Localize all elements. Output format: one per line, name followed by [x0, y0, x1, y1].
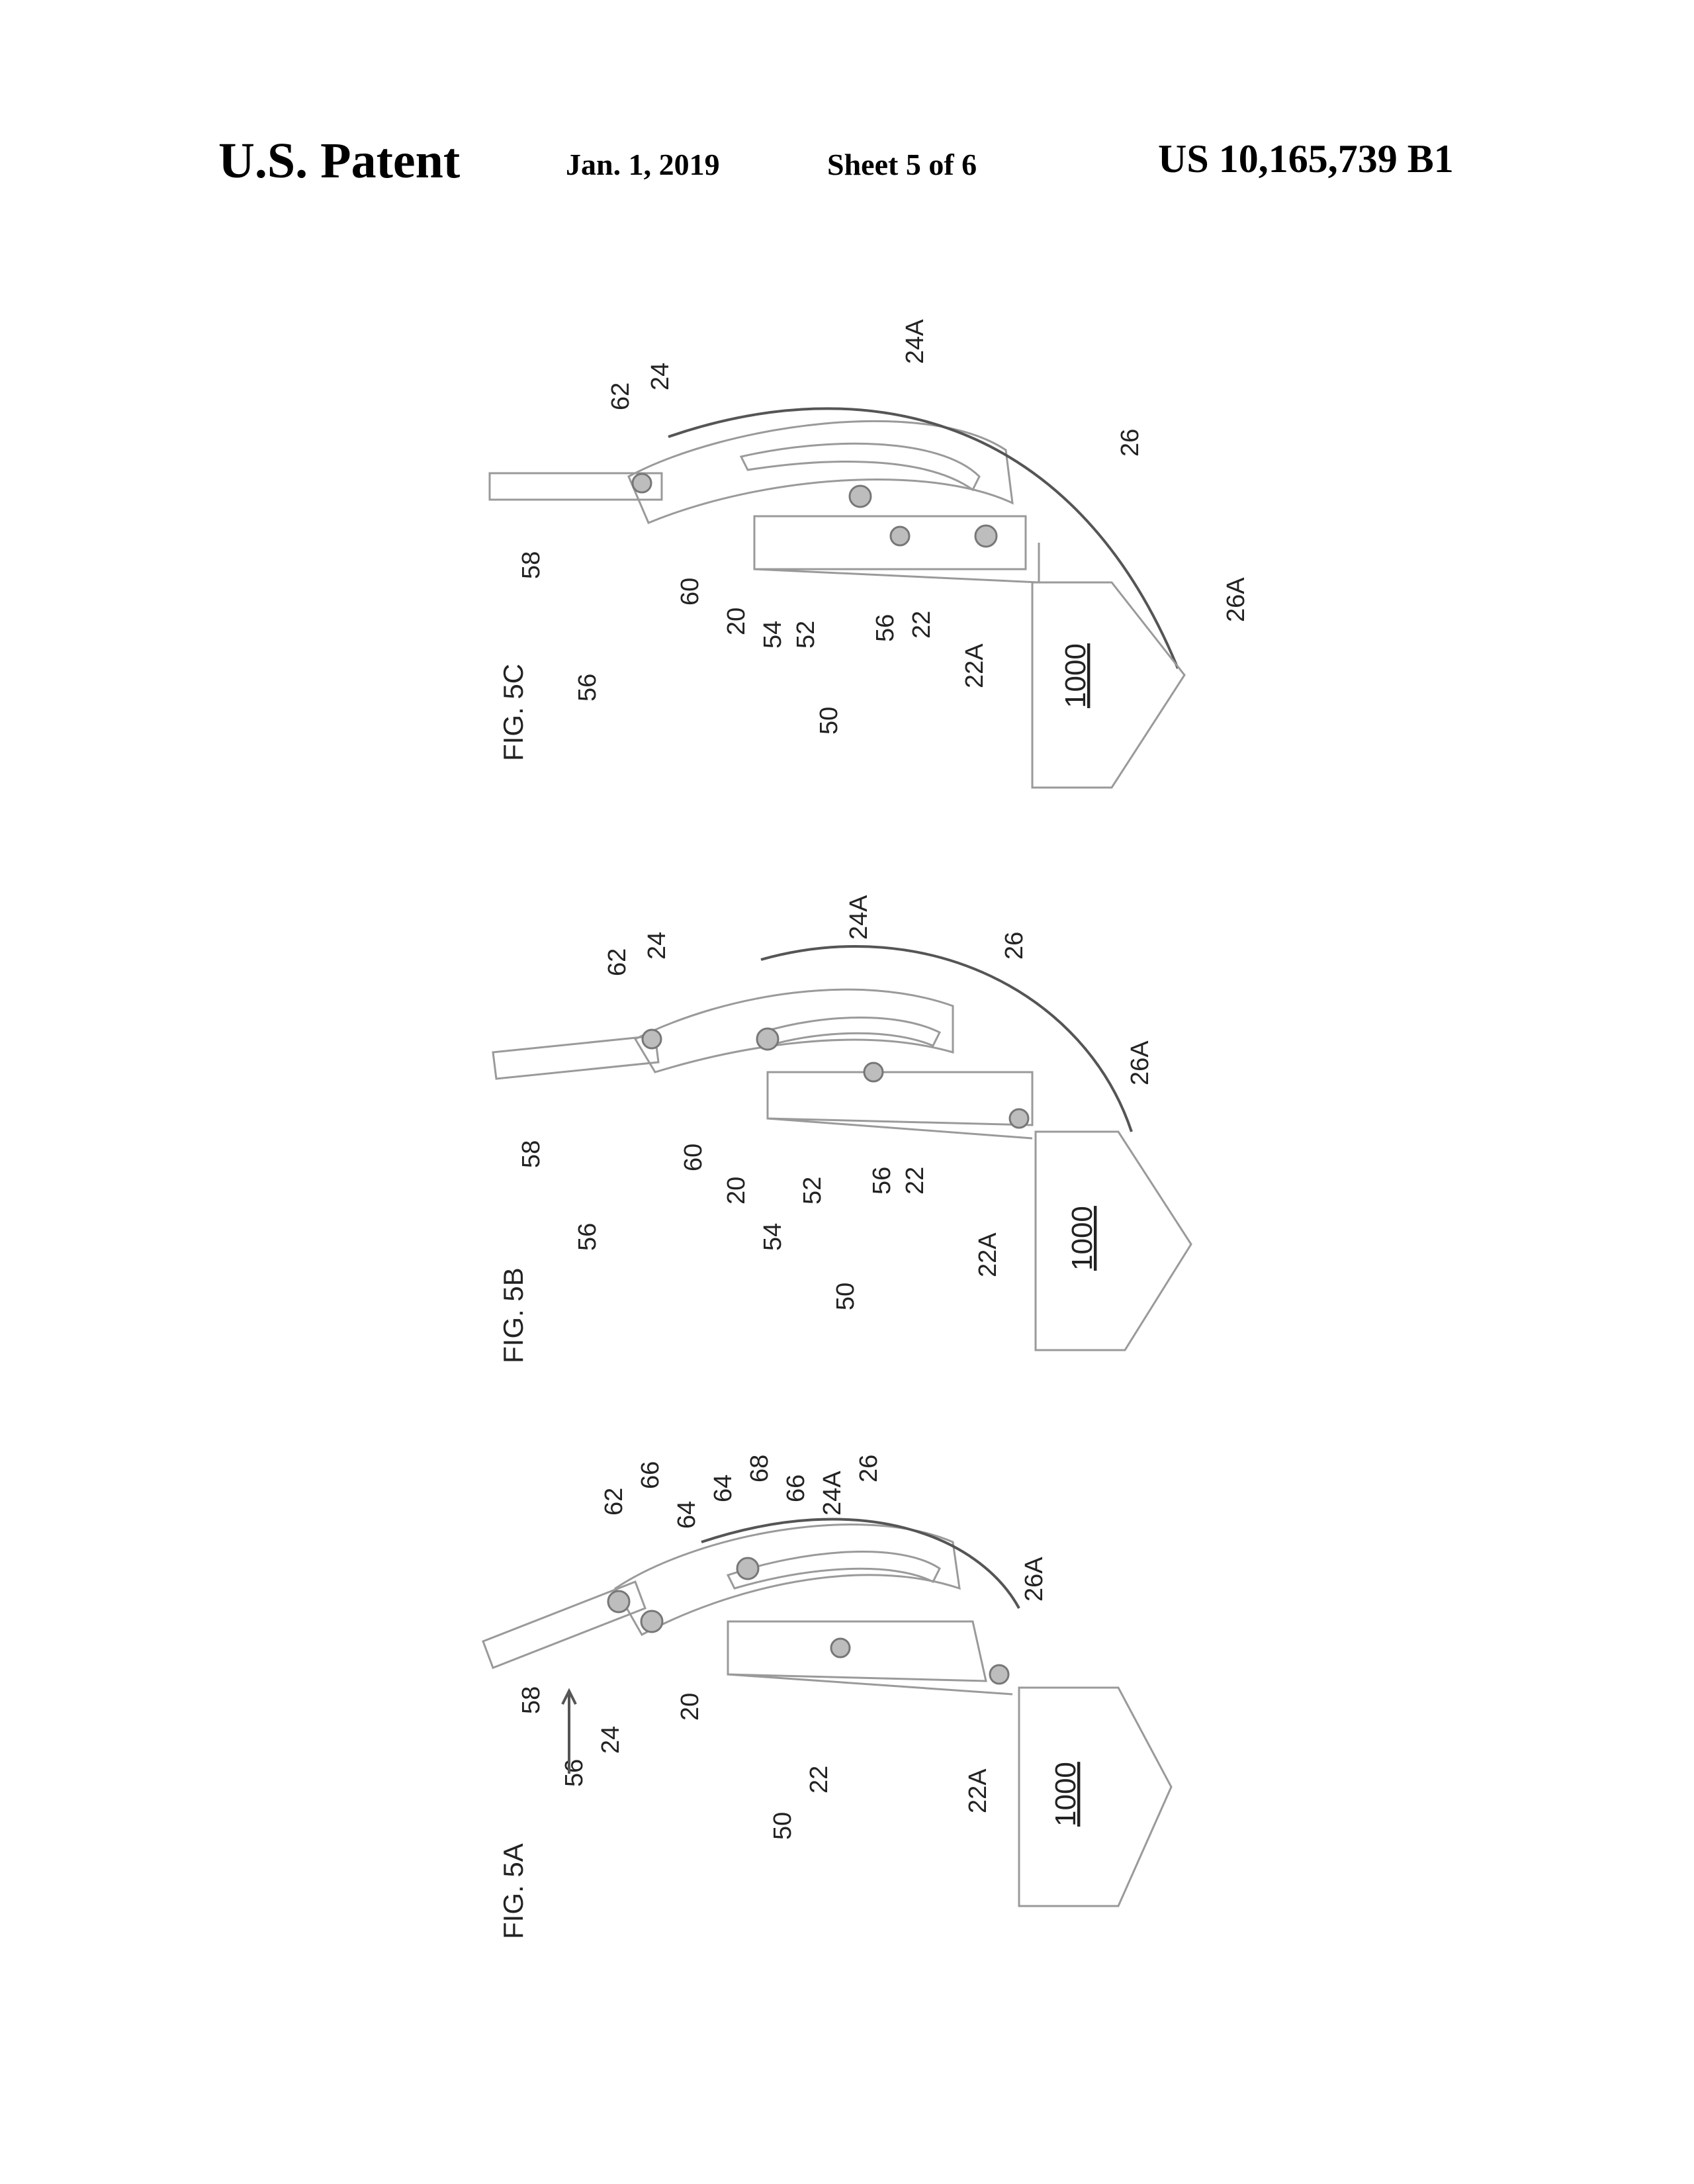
label: 22A — [964, 1768, 992, 1813]
base-22 — [754, 543, 1039, 582]
label: 56 — [560, 1759, 588, 1787]
block-1000 — [1036, 1132, 1191, 1350]
pin — [975, 525, 997, 547]
label: 26A — [1222, 577, 1250, 622]
label: 22A — [974, 1232, 1002, 1277]
slot — [741, 443, 979, 490]
arm-24 — [615, 1525, 959, 1635]
curve-26 — [761, 946, 1132, 1132]
label: 26A — [1126, 1040, 1154, 1085]
label: 26 — [855, 1455, 883, 1482]
label: 68 — [746, 1455, 774, 1482]
label: 64 — [709, 1475, 737, 1502]
pin-68 — [737, 1558, 758, 1579]
label: 58 — [517, 1140, 545, 1168]
figure-title: FIG. 5C — [498, 664, 529, 761]
label: 20 — [723, 608, 750, 635]
label: 24A — [845, 895, 873, 940]
label: 22A — [961, 643, 989, 688]
ref-1000: 1000 — [1066, 1206, 1098, 1271]
slot — [761, 1018, 940, 1046]
pin-62 — [633, 474, 651, 492]
handle-58 — [493, 1036, 658, 1079]
label: 22 — [908, 611, 936, 639]
label: 50 — [769, 1812, 797, 1840]
label: 24 — [643, 932, 671, 960]
figure-5c: FIG. 5C 1000 62 24 24A 26 26A 58 56 60 2… — [490, 319, 1250, 788]
pin — [864, 1063, 883, 1081]
slot — [728, 1552, 940, 1588]
label: 24A — [901, 319, 929, 364]
label: 22 — [805, 1766, 833, 1794]
arm-24 — [629, 421, 1012, 523]
label: 56 — [574, 674, 602, 702]
label: 60 — [680, 1144, 707, 1171]
housing-20 — [728, 1621, 986, 1681]
figure-title: FIG. 5B — [498, 1267, 529, 1363]
label: 20 — [723, 1177, 750, 1205]
label: 56 — [871, 614, 899, 642]
label: 54 — [759, 1223, 787, 1251]
label: 56 — [868, 1167, 896, 1195]
figure-title: FIG. 5A — [498, 1843, 529, 1939]
label: 50 — [815, 707, 843, 735]
block-1000 — [1032, 582, 1184, 788]
pin — [891, 527, 909, 545]
arm-24 — [635, 989, 953, 1072]
label: 22 — [901, 1167, 929, 1195]
label: 60 — [676, 578, 704, 606]
pin-62 — [608, 1591, 629, 1612]
label: 24A — [819, 1471, 846, 1516]
label: 58 — [517, 1686, 545, 1714]
ref-1000: 1000 — [1059, 643, 1092, 708]
label: 26 — [1001, 932, 1028, 960]
label: 52 — [792, 621, 820, 649]
label: 20 — [676, 1693, 704, 1721]
label: 24 — [597, 1726, 625, 1754]
ref-1000: 1000 — [1049, 1762, 1082, 1827]
label: 26 — [1116, 429, 1144, 457]
label: 66 — [782, 1475, 810, 1502]
housing-20 — [768, 1072, 1032, 1125]
label: 62 — [600, 1488, 628, 1516]
figure-5a: FIG. 5A 1000 62 66 64 64 68 66 24A 26 26… — [483, 1455, 1171, 1939]
label: 50 — [832, 1283, 860, 1310]
label: 24 — [646, 363, 674, 390]
pin — [1010, 1109, 1028, 1128]
pin — [831, 1639, 850, 1657]
label: 26A — [1020, 1557, 1048, 1602]
label: 52 — [799, 1177, 826, 1205]
pin — [757, 1028, 778, 1050]
label: 58 — [517, 551, 545, 579]
pin — [850, 486, 871, 507]
label: 54 — [759, 621, 787, 649]
label: 56 — [574, 1223, 602, 1251]
pin — [990, 1665, 1008, 1684]
pin-62 — [643, 1030, 661, 1048]
pin — [641, 1611, 662, 1632]
block-1000 — [1019, 1688, 1171, 1906]
label: 62 — [603, 948, 631, 976]
label: 62 — [607, 383, 635, 410]
label: 64 — [673, 1501, 701, 1529]
label: 66 — [637, 1461, 664, 1489]
figure-5b: FIG. 5B 1000 62 24 24A 26 26A 58 56 60 2… — [493, 895, 1191, 1363]
